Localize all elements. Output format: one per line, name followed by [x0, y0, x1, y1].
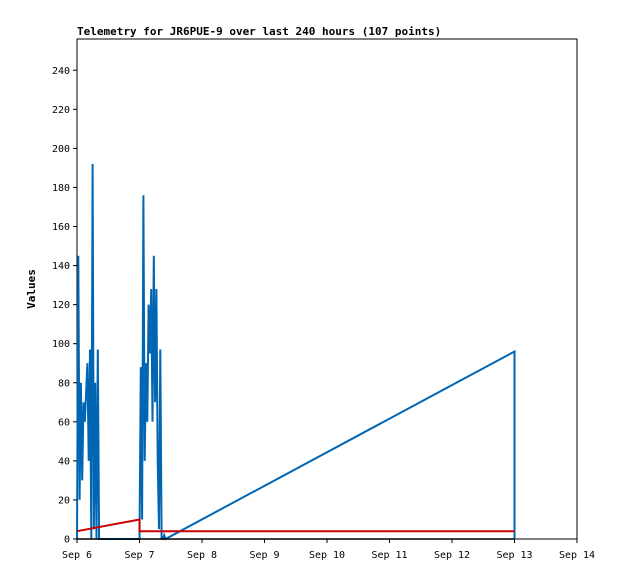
y-axis-label: Values: [25, 269, 38, 309]
x-tick-label: Sep 12: [434, 550, 470, 561]
x-tick-label: Sep 14: [559, 550, 595, 561]
x-tick-label: Sep 8: [187, 550, 217, 561]
y-tick-label: 240: [52, 66, 70, 77]
y-tick-label: 140: [52, 261, 70, 272]
y-tick-label: 20: [58, 495, 70, 506]
series-line-2: [77, 520, 515, 532]
y-tick-label: 60: [58, 417, 70, 428]
x-tick-label: Sep 13: [496, 550, 532, 561]
y-tick-label: 120: [52, 300, 70, 311]
x-tick-label: Sep 6: [62, 550, 92, 561]
x-tick-label: Sep 10: [309, 550, 345, 561]
y-tick-label: 180: [52, 183, 70, 194]
chart-title: Telemetry for JR6PUE-9 over last 240 hou…: [77, 25, 441, 38]
y-tick-label: 220: [52, 105, 70, 116]
x-tick-label: Sep 9: [249, 550, 279, 561]
y-tick-label: 80: [58, 378, 70, 389]
series-layer: [77, 164, 515, 539]
x-tick-label: Sep 7: [124, 550, 154, 561]
y-tick-label: 100: [52, 339, 70, 350]
y-tick-label: 0: [64, 535, 70, 546]
y-tick-label: 200: [52, 144, 70, 155]
x-tick-label: Sep 11: [371, 550, 407, 561]
series-line-1: [77, 164, 515, 539]
y-tick-label: 40: [58, 456, 70, 467]
y-tick-label: 160: [52, 222, 70, 233]
